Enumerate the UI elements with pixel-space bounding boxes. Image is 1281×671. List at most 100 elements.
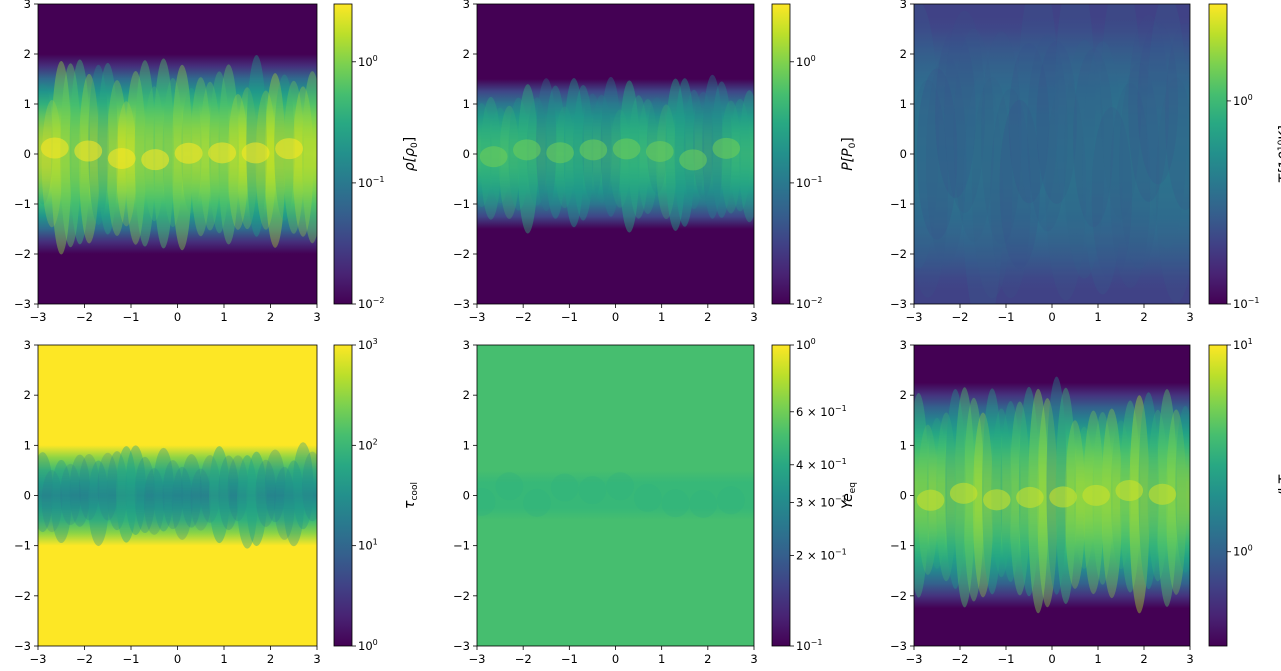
flow-filament [914,79,949,298]
core-streak [40,137,69,159]
x-tick-label: 0 [612,652,619,666]
svg-text:ρ[ρ0]: ρ[ρ0] [402,137,420,171]
flow-filament [739,90,754,223]
y-tick-label: −2 [453,247,470,261]
colorbar [333,344,353,647]
x-tick-label: −2 [515,310,532,324]
core-streak [612,138,641,160]
flow-filament [1082,41,1123,295]
x-tick-label: 2 [267,652,274,666]
panel-equilibrium-electron-fraction: −3 −2 −1 0 1 2 3 −3 −2 −1 0 1 2 3 100 6 × 10−1 4 × 10−1 3… [453,337,858,666]
flow-filament [1036,40,1077,204]
core-streak [546,142,574,164]
turbulence-overlay [914,4,1190,304]
y-tick-label: 1 [463,438,470,452]
flow-filament [97,452,118,521]
flow-filament [925,54,967,266]
flow-filament [274,466,295,540]
core-streak [1148,483,1177,505]
y-tick-label: 0 [463,489,470,503]
x-tick-label: −3 [30,652,47,666]
flow-filament [116,446,137,543]
y-tick-label: −2 [890,589,907,603]
x-tick-label: 3 [750,310,757,324]
colorbar-tick-label: 10−1 [1233,296,1259,311]
y-tick-label: −1 [890,197,907,211]
flow-filament [97,62,118,235]
x-tick-label: 2 [704,652,711,666]
colorbar [771,3,791,305]
flow-filament [1073,48,1114,228]
svg-text:μeq/kT: μeq/kT [1277,474,1281,517]
flow-filament [914,4,939,269]
y-tick-label: −2 [890,247,907,261]
flow-filament [227,455,249,522]
colorbar-label: Yeeq [840,482,858,509]
colorbar-tick-label: 10−2 [358,296,384,311]
flow-filament [944,10,985,213]
colorbar-tick-label: 3 × 10−1 [796,494,847,509]
flow-filament [190,468,211,531]
x-tick-label: 3 [313,652,320,666]
heatmap-field [477,345,754,646]
flow-filament [981,31,1022,245]
y-tick-label: 3 [900,0,907,11]
x-tick-label: 0 [174,652,181,666]
flow-filament [144,468,165,535]
flow-filament [633,483,662,512]
y-tick-label: 2 [900,47,907,61]
flow-filament [1054,4,1096,234]
x-tick-label: 0 [174,310,181,324]
colorbar-label: μeq/kT [1277,474,1281,517]
x-tick-label: 1 [1094,652,1101,666]
core-streak [983,489,1011,511]
core-streak [513,139,541,161]
x-tick-label: −1 [998,310,1015,324]
colorbar-tick-label: 102 [358,437,378,452]
colorbar-tick-label: 103 [358,337,378,352]
flow-filament [702,74,723,219]
flow-filament [1175,405,1190,573]
core-streak [645,140,674,162]
colorbar-tick-label: 101 [1233,337,1253,352]
y-tick-label: 2 [24,388,31,402]
colorbar-tick-label: 100 [796,54,816,69]
colorbar [333,3,353,305]
core-streak [479,146,508,168]
y-tick-label: 2 [463,47,470,61]
flow-filament [972,412,994,598]
y-tick-label: 1 [463,97,470,111]
x-tick-label: −3 [469,310,486,324]
y-tick-label: −2 [14,247,31,261]
flow-filament [181,454,202,528]
turbulence-overlay [38,442,317,549]
svg-text:τcool: τcool [402,482,420,509]
y-tick-label: −2 [14,589,31,603]
flow-filament [1046,376,1067,595]
flow-filament [665,78,686,231]
core-streak [679,149,707,171]
flow-filament [38,452,53,533]
y-tick-label: 0 [900,489,907,503]
flow-filament [962,72,1004,304]
core-streak [712,137,741,159]
x-tick-label: −3 [906,652,923,666]
flow-filament [1008,43,1050,204]
core-streak [1082,484,1110,506]
colorbar-label: T[1010K] [1277,125,1281,183]
y-tick-label: 3 [24,338,31,352]
flow-filament [499,105,520,219]
colorbar-tick-label: 10−1 [796,175,822,190]
flow-filament [209,446,230,544]
x-tick-label: −2 [952,652,969,666]
x-tick-label: 1 [658,652,665,666]
x-tick-label: 3 [1186,652,1193,666]
colorbar-tick-label: 100 [1233,544,1253,559]
y-tick-label: 0 [24,147,31,161]
x-tick-label: 0 [612,310,619,324]
flow-filament [1063,39,1105,279]
flow-filament [1165,23,1190,210]
x-tick-label: −1 [123,652,140,666]
x-tick-label: 2 [704,310,711,324]
